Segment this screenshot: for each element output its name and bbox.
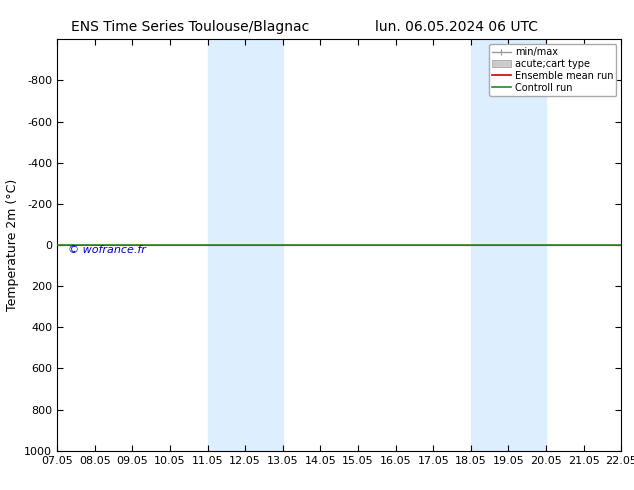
Text: © wofrance.fr: © wofrance.fr [68, 245, 146, 255]
Text: lun. 06.05.2024 06 UTC: lun. 06.05.2024 06 UTC [375, 20, 538, 34]
Text: ENS Time Series Toulouse/Blagnac: ENS Time Series Toulouse/Blagnac [71, 20, 309, 34]
Bar [471, 39, 546, 451]
Y-axis label: Temperature 2m (°C): Temperature 2m (°C) [6, 179, 18, 311]
Legend: min/max, acute;cart type, Ensemble mean run, Controll run: min/max, acute;cart type, Ensemble mean … [489, 44, 616, 96]
Bar [207, 39, 283, 451]
